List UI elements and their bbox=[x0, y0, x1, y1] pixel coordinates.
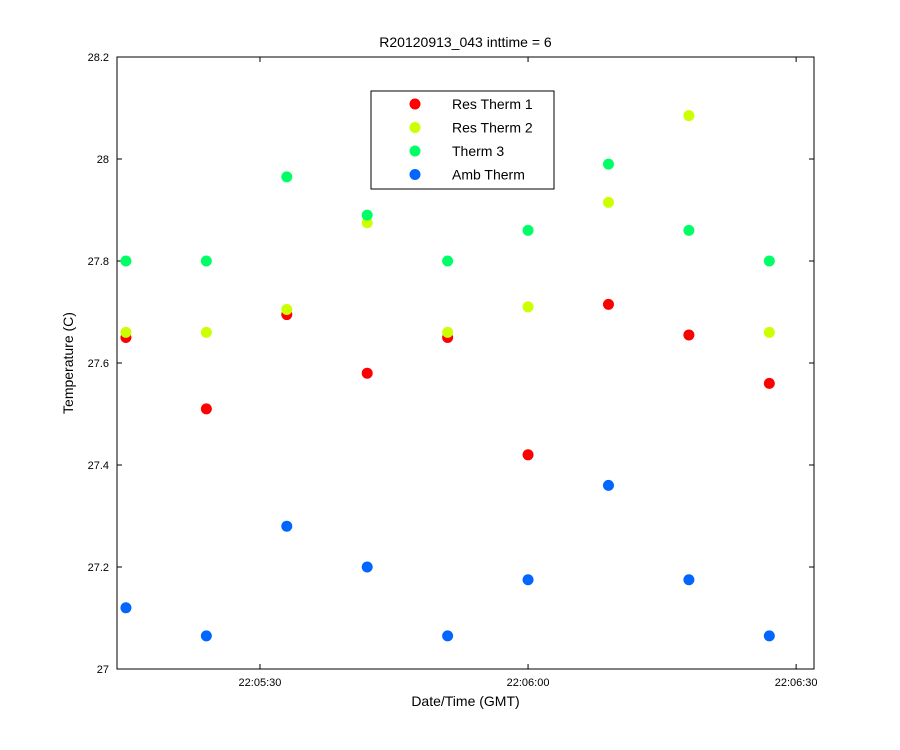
x-tick-label: 22:05:30 bbox=[239, 677, 282, 689]
legend-marker bbox=[409, 169, 421, 180]
legend-marker bbox=[409, 145, 421, 157]
data-point bbox=[281, 303, 293, 315]
y-tick-label: 28.2 bbox=[88, 52, 109, 64]
data-point bbox=[763, 326, 775, 338]
data-point bbox=[361, 561, 373, 573]
legend-marker bbox=[409, 98, 421, 110]
data-points bbox=[120, 110, 775, 642]
data-point bbox=[442, 255, 454, 267]
data-point bbox=[602, 158, 614, 170]
legend-label: Res Therm 1 bbox=[452, 96, 533, 112]
data-point bbox=[442, 326, 454, 338]
data-point bbox=[522, 574, 534, 586]
data-point bbox=[200, 630, 212, 642]
data-point bbox=[361, 209, 373, 221]
data-point bbox=[281, 171, 293, 183]
data-point bbox=[120, 255, 132, 267]
data-point bbox=[522, 301, 534, 313]
data-point bbox=[763, 377, 775, 389]
y-tick-label: 27.6 bbox=[88, 358, 109, 370]
data-point bbox=[522, 224, 534, 236]
data-point bbox=[763, 255, 775, 267]
legend-box bbox=[370, 90, 555, 190]
legend-label: Res Therm 2 bbox=[452, 120, 533, 136]
data-point bbox=[200, 255, 212, 267]
y-tick-label: 27.8 bbox=[88, 256, 109, 268]
data-point bbox=[361, 367, 373, 379]
data-point bbox=[522, 449, 534, 461]
data-point bbox=[200, 326, 212, 338]
data-point bbox=[361, 217, 373, 229]
data-point bbox=[602, 298, 614, 310]
data-point bbox=[442, 630, 454, 642]
data-point bbox=[683, 110, 695, 122]
legend: Res Therm 1 Res Therm 2 Therm 3 Amb Therm bbox=[370, 90, 555, 190]
data-point bbox=[683, 329, 695, 341]
data-point bbox=[120, 326, 132, 338]
y-tick-label: 27 bbox=[97, 664, 109, 676]
data-point bbox=[683, 574, 695, 586]
data-point bbox=[602, 479, 614, 491]
legend-label: Amb Therm bbox=[452, 167, 525, 183]
data-point bbox=[763, 630, 775, 642]
data-point bbox=[120, 602, 132, 614]
y-tick-label: 27.4 bbox=[88, 460, 109, 472]
x-axis-label: Date/Time (GMT) bbox=[411, 693, 519, 709]
y-tick-label: 28 bbox=[97, 154, 109, 166]
data-point bbox=[200, 403, 212, 415]
chart-title: R20120913_043 inttime = 6 bbox=[379, 34, 552, 50]
x-axis: 22:05:30 22:06:00 22:06:30 bbox=[239, 57, 818, 689]
x-tick-label: 22:06:30 bbox=[775, 677, 818, 689]
legend-label: Therm 3 bbox=[452, 143, 504, 159]
y-tick-label: 27.2 bbox=[88, 562, 109, 574]
data-point bbox=[281, 520, 293, 532]
data-point bbox=[602, 196, 614, 208]
y-axis-label: Temperature (C) bbox=[60, 312, 76, 414]
legend-marker bbox=[409, 122, 421, 133]
data-point bbox=[683, 224, 695, 236]
x-tick-label: 22:06:00 bbox=[507, 677, 550, 689]
